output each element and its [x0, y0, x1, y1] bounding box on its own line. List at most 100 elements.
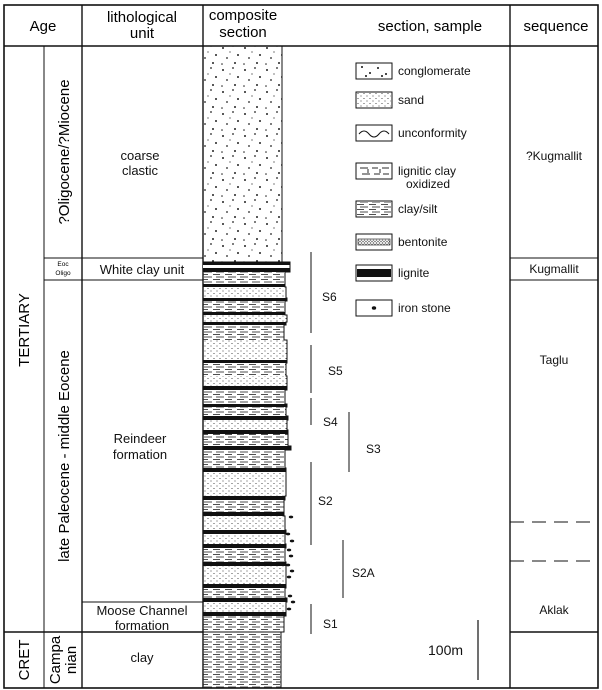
header-composite: composite	[209, 7, 277, 24]
column-layer-lignite	[203, 598, 287, 602]
legend-label-claysilt: clay/silt	[398, 202, 438, 216]
column-layer-lignite	[203, 446, 291, 450]
unit-reindeer: Reindeer	[114, 431, 167, 446]
scale-label: 100m	[428, 642, 463, 658]
column-layer-white	[203, 265, 290, 268]
legend-swatch-fill	[357, 238, 391, 246]
legend-label-lignite: lignite	[398, 266, 430, 280]
unit-clastic: clastic	[122, 163, 159, 178]
sequence-taglu: Taglu	[540, 353, 569, 367]
column-layer-claysilt	[203, 588, 285, 598]
legend-swatch-mark	[365, 75, 367, 77]
iron-stone-nodule	[286, 548, 292, 552]
column-layer-claysilt	[203, 325, 284, 340]
column-layer-lignite	[203, 562, 286, 566]
column-layer-clay	[203, 632, 281, 688]
sequence-dashed-lines	[510, 521, 598, 562]
column-layer-lignite	[203, 360, 287, 363]
legend-swatch-mark	[369, 72, 371, 74]
header-section-sample: section, sample	[378, 18, 482, 35]
column-layer-lignite	[203, 430, 288, 434]
iron-stone-nodule	[288, 515, 294, 519]
iron-stone-nodule	[285, 532, 291, 536]
age-campanian-2: nian	[63, 646, 80, 674]
legend-swatch-mark	[385, 73, 387, 75]
column-layer-sand	[203, 472, 286, 496]
age-paleocene-eocene: late Paleocene - middle Eocene	[56, 350, 73, 562]
table-frame	[3, 4, 599, 689]
sample-s4: S4	[323, 415, 338, 429]
column-layer-lignite	[203, 262, 290, 265]
unit-reindeer-formation: formation	[113, 447, 167, 462]
column-layer-lignite	[203, 544, 286, 548]
column-layer-sand	[203, 602, 286, 612]
iron-stone-nodule	[286, 607, 292, 611]
iron-stone-nodule	[287, 594, 293, 598]
legend-label-unconformity: unconformity	[398, 126, 467, 140]
iron-stone-nodule	[285, 563, 291, 567]
iron-stone-nodule	[286, 575, 292, 579]
age-campanian-1: Campa	[47, 635, 64, 684]
column-layer-lignite	[203, 268, 290, 272]
column-layer-lignite	[203, 386, 287, 390]
unit-moose: Moose Channel	[96, 603, 187, 618]
column-layer-sand	[203, 287, 286, 298]
column-layer-conglomerate	[203, 46, 282, 262]
sample-s6: S6	[322, 290, 337, 304]
legend-swatch-fill	[357, 93, 391, 107]
column-layer-claysilt	[203, 407, 286, 416]
legend-label-conglomerate: conglomerate	[398, 64, 471, 78]
legend-swatch-wave	[358, 130, 390, 138]
legend-swatch-mark	[361, 66, 363, 68]
column-layer-lignite	[203, 512, 284, 516]
composite-section-column	[203, 46, 296, 688]
legend-swatch-fill	[357, 269, 391, 277]
column-layer-claysilt	[203, 500, 284, 512]
age-oligo: Oligo	[55, 270, 71, 277]
column-layer-claysilt	[203, 390, 285, 404]
sample-s2a: S2A	[352, 566, 375, 580]
legend-swatch-fill	[357, 202, 391, 216]
column-layer-lignite	[203, 312, 285, 315]
column-layer-claysilt	[203, 301, 285, 312]
unit-clay: clay	[130, 650, 154, 665]
column-layer-sand	[203, 376, 287, 386]
column-layer-sand	[203, 516, 285, 530]
unit-white-clay: White clay unit	[100, 262, 185, 277]
column-layer-lignite	[203, 404, 287, 407]
header-unit: unit	[130, 25, 155, 42]
column-layer-claysilt	[203, 450, 285, 468]
unit-moose-formation: formation	[115, 618, 169, 633]
column-layer-claysilt	[203, 616, 284, 632]
legend-label-lignitic-2: oxidized	[406, 177, 450, 191]
column-layer-lignite	[203, 612, 286, 616]
age-eoc: Eoc	[57, 261, 69, 268]
age-tertiary: TERTIARY	[16, 293, 33, 367]
column-layer-sand	[203, 340, 287, 360]
legend-swatch-unconformity	[355, 124, 393, 142]
sample-s1: S1	[323, 617, 338, 631]
column-layer-claysilt	[203, 434, 288, 446]
column-layer-claysilt	[203, 548, 285, 562]
sample-brackets	[310, 252, 350, 634]
legend-swatch-mark	[371, 306, 377, 310]
sequence-aklak: Aklak	[539, 603, 569, 617]
iron-stone-nodule	[288, 554, 294, 558]
column-layer-lignite	[203, 468, 286, 472]
column-layer-lignite	[203, 322, 286, 325]
unit-coarse: coarse	[120, 148, 159, 163]
legend-label-lignitic: lignitic clay	[398, 164, 456, 178]
legend-swatch-lignitic	[355, 162, 393, 180]
iron-stone-nodule	[290, 600, 296, 604]
sequence-kugmallit: Kugmallit	[529, 262, 579, 276]
legend-swatch-conglomerate	[355, 62, 393, 80]
legend-swatch-mark	[381, 75, 383, 77]
legend-label-bentonite: bentonite	[398, 235, 448, 249]
column-layer-claysilt	[203, 272, 285, 284]
sample-s2: S2	[318, 494, 333, 508]
column-layer-sand	[203, 315, 287, 322]
legend-label-sand: sand	[398, 93, 424, 107]
column-layer-lignite	[203, 496, 285, 500]
legend-swatch-mark	[377, 67, 379, 69]
